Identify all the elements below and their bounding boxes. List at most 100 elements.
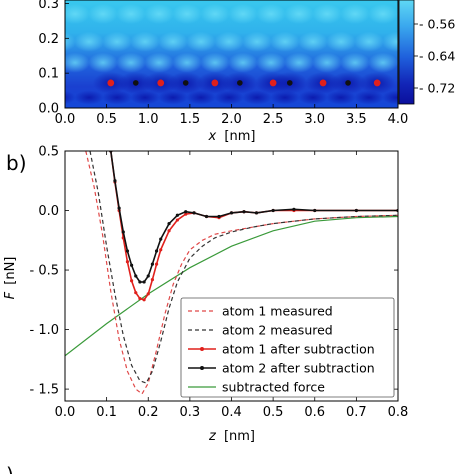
series-point (292, 207, 296, 211)
heatmap-blob (65, 52, 90, 73)
heatmap-blob (354, 31, 384, 52)
atom-marker-red (373, 79, 381, 87)
force-xtick-label: 0.8 (388, 405, 409, 420)
heatmap-blob (65, 90, 76, 105)
atom-marker-red (157, 79, 165, 87)
colorbar-tick-label: - 0.72 (419, 81, 455, 96)
legend-label: atom 1 after subtraction (222, 342, 375, 357)
series-point (254, 211, 259, 215)
force-ylabel: F [nN] (3, 257, 18, 300)
force-xtick-label: 0.7 (346, 405, 367, 420)
heatmap-blob (158, 90, 188, 105)
series-point (134, 274, 138, 278)
legend-label: atom 1 measured (222, 304, 333, 319)
atom-marker-red (211, 79, 219, 87)
heatmap-blob (270, 31, 300, 52)
force-xtick-label: 0.2 (138, 405, 159, 420)
heatmap-blob (74, 90, 104, 105)
legend-swatch-marker (200, 366, 204, 370)
series-point (146, 292, 150, 296)
heatmap-xtick-label: 3.5 (346, 112, 367, 127)
heatmap-panel: 0.0 0.1 0.2 0.3 0.0 0.5 1.0 1.5 2.0 2.5 3.0 3.5 4.0… (38, 0, 408, 144)
atom-marker-black (132, 80, 139, 86)
heatmap-blob (354, 90, 384, 105)
heatmap-blob (228, 3, 258, 24)
heatmap-blob (130, 90, 160, 105)
heatmap-blob (298, 31, 328, 52)
force-xtick-label: 0.6 (304, 405, 325, 420)
heatmap-blob (298, 90, 328, 105)
atom-marker-black (345, 80, 351, 86)
heatmap-blob (74, 31, 104, 52)
heatmap-blob (186, 31, 216, 52)
colorbar-tick-label: - 0.56 (419, 17, 455, 32)
series-point (159, 248, 163, 252)
heatmap-blob (200, 3, 230, 24)
force-xtick-label: 0.5 (263, 405, 284, 420)
series-point (125, 249, 130, 253)
legend-swatch-marker (200, 347, 204, 351)
force-xlabel-var: z (208, 429, 217, 444)
heatmap-y-ticks: 0.0 0.1 0.2 0.3 (38, 0, 69, 117)
heatmap-blob (65, 32, 76, 52)
heatmap-blob (102, 90, 132, 105)
series-point (138, 280, 142, 284)
heatmap-x-ticks: 0.0 0.5 1.0 1.5 2.0 2.5 3.0 3.5 4.0 (55, 104, 408, 127)
heatmap-blob (116, 52, 146, 73)
series-point (113, 179, 117, 183)
force-ytick-label: - 0.5 (30, 264, 60, 279)
atom-marker-red (319, 79, 327, 87)
heatmap-blob (116, 3, 146, 24)
heatmap-xtick-label: 3.0 (304, 112, 325, 127)
series-point (159, 237, 163, 241)
force-ylabel-var: F (3, 291, 18, 299)
heatmap-xtick-label: 1.0 (138, 112, 159, 127)
series-point (204, 214, 209, 219)
legend-label: atom 2 after subtraction (222, 361, 375, 376)
heatmap-blob (284, 52, 314, 73)
force-xtick-label: 0.3 (180, 405, 201, 420)
series-point (242, 210, 246, 214)
series-line (85, 151, 398, 395)
heatmap-blob (242, 31, 272, 52)
force-ylabel-unit: [nN] (3, 257, 18, 285)
colorbar: - 0.56 - 0.64 - 0.72 (398, 0, 455, 105)
heatmap-blob (340, 52, 370, 73)
heatmap-blob (228, 52, 258, 73)
series-point (175, 218, 179, 222)
force-ytick-label: 0.0 (38, 204, 59, 219)
heatmap-ytick-label: 0.1 (38, 67, 59, 82)
legend: atom 1 measured atom 2 measured atom 1 aft… (180, 297, 395, 398)
legend-box (180, 297, 395, 398)
heatmap-blob (214, 31, 244, 52)
heatmap-xtick-label: 1.5 (180, 112, 201, 127)
force-series-clip (65, 151, 398, 395)
colorbar-tick-label: - 0.64 (419, 49, 455, 64)
heatmap-blob (382, 31, 398, 52)
heatmap-ytick-label: 0.0 (38, 102, 59, 117)
heatmap-xtick-label: 0.0 (55, 112, 76, 127)
panel-label-c-partial: ) (6, 463, 14, 474)
heatmap-blob (200, 52, 230, 73)
heatmap-ytick-label: 0.3 (38, 0, 59, 12)
panel-label-b: b) (6, 151, 27, 175)
heatmap-blob (158, 31, 188, 52)
series-point (117, 206, 121, 210)
heatmap-xlabel-var: x (208, 129, 217, 144)
heatmap-blob (102, 31, 132, 52)
atom-marker-red (107, 79, 115, 87)
series-line (65, 215, 398, 357)
heatmap-blob (144, 3, 174, 24)
atom-marker-black (286, 80, 293, 86)
series-point (125, 260, 130, 264)
series-point (134, 291, 138, 295)
series-point (130, 263, 134, 267)
atom-marker-black (237, 80, 243, 86)
atom-marker-black (182, 80, 189, 86)
heatmap-xtick-label: 2.5 (263, 112, 284, 127)
heatmap-blob (340, 3, 370, 24)
heatmap-ytick-label: 0.2 (38, 32, 59, 47)
series-point (184, 210, 188, 214)
force-ytick-label: 0.5 (38, 145, 59, 160)
